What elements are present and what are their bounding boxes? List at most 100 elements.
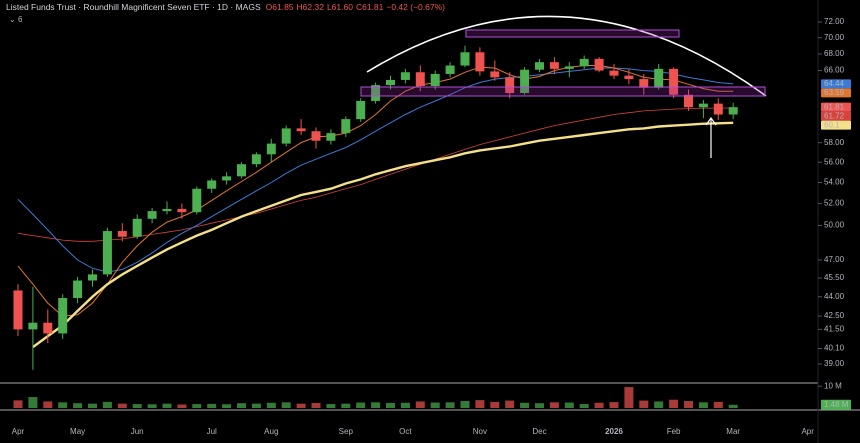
y-tick-label: 66.00 bbox=[824, 66, 845, 75]
y-tick-label: 39.00 bbox=[824, 359, 845, 368]
volume-bar bbox=[326, 404, 336, 408]
candle-body bbox=[162, 208, 172, 212]
volume-bar bbox=[222, 404, 232, 408]
volume-bar bbox=[639, 400, 649, 408]
y-tick-label: 41.50 bbox=[824, 324, 845, 333]
candle-body bbox=[549, 62, 559, 69]
volume-bar bbox=[251, 403, 261, 408]
candle-body bbox=[728, 107, 738, 115]
volume-bar bbox=[564, 402, 574, 408]
candle-body bbox=[400, 72, 410, 80]
candle-body bbox=[222, 176, 232, 181]
y-tick-label: 68.00 bbox=[824, 49, 845, 58]
candle-body bbox=[535, 62, 544, 70]
candle-body bbox=[445, 65, 455, 74]
candle-body bbox=[326, 133, 336, 141]
x-tick-label: Jun bbox=[131, 427, 144, 436]
indicator-toggle[interactable]: ⌄ 6 bbox=[9, 15, 23, 24]
support-zone bbox=[360, 86, 766, 97]
price-marker bbox=[821, 102, 851, 112]
y-tick-label: 42.50 bbox=[824, 311, 845, 320]
header: Listed Funds Trust · Roundhill Magnifice… bbox=[6, 2, 445, 12]
candle-body bbox=[624, 75, 634, 80]
volume-bar bbox=[371, 402, 381, 408]
x-tick-label: May bbox=[70, 427, 85, 436]
price-marker-label: 61.81 bbox=[824, 102, 845, 111]
header-high: H62.32 bbox=[297, 2, 325, 12]
volume-bar bbox=[132, 404, 142, 408]
candle-body bbox=[132, 218, 142, 237]
candle-body bbox=[564, 66, 574, 69]
volume-bar bbox=[311, 402, 321, 408]
volume-bar bbox=[356, 402, 366, 408]
price-marker bbox=[821, 79, 851, 89]
volume-bar bbox=[102, 401, 112, 408]
header-title: Listed Funds Trust · Roundhill Magnifice… bbox=[6, 2, 261, 12]
x-tick-label: Aug bbox=[264, 427, 278, 436]
candle-body bbox=[386, 79, 395, 86]
volume-bar bbox=[713, 401, 723, 408]
y-tick-label: 54.00 bbox=[824, 178, 845, 187]
volume-bar bbox=[698, 402, 708, 408]
y-tick-label: 56.00 bbox=[824, 157, 845, 166]
candle-body bbox=[475, 52, 485, 72]
candle-body bbox=[579, 58, 589, 67]
volume-bar bbox=[624, 387, 634, 408]
volume-bar bbox=[400, 402, 410, 408]
candle-body bbox=[594, 58, 604, 71]
x-tick-label: Dec bbox=[532, 427, 546, 436]
candle-body bbox=[669, 68, 679, 95]
volume-bar bbox=[579, 404, 589, 408]
indicator-count[interactable]: 6 bbox=[18, 15, 23, 24]
resistance-zone bbox=[465, 29, 680, 38]
price-marker-label: 64.44 bbox=[824, 79, 845, 88]
volume-bar bbox=[475, 400, 485, 408]
y-tick-label: 58.00 bbox=[824, 138, 845, 147]
volume-bar bbox=[594, 402, 604, 408]
y-tick-label: 44.00 bbox=[824, 292, 845, 301]
volume-bar bbox=[654, 401, 664, 408]
volume-bar bbox=[296, 403, 306, 408]
volume-bar bbox=[669, 399, 679, 408]
volume-bar bbox=[162, 403, 172, 408]
x-tick-label: Feb bbox=[667, 427, 681, 436]
volume-bar bbox=[490, 401, 500, 408]
volume-bar bbox=[28, 397, 38, 408]
header-change: −0.42 (−0.67%) bbox=[386, 2, 445, 12]
volume-bar bbox=[684, 401, 693, 408]
x-tick-label: Apr bbox=[801, 427, 814, 436]
candle-body bbox=[684, 94, 693, 108]
candle-body bbox=[520, 69, 530, 93]
price-marker-label: 60.1 bbox=[824, 120, 840, 129]
candle-body bbox=[73, 280, 83, 299]
volume-marker-label: 1.48 M bbox=[824, 400, 849, 409]
header-close: C61.81 bbox=[356, 2, 384, 12]
candle-body bbox=[207, 180, 217, 189]
volume-bar bbox=[207, 403, 217, 408]
volume-bar bbox=[728, 404, 738, 408]
candle-body bbox=[311, 131, 321, 141]
candle-body bbox=[609, 70, 619, 76]
candle-body bbox=[117, 231, 127, 237]
volume-bar bbox=[117, 403, 127, 408]
price-marker bbox=[821, 120, 851, 130]
volume-bar bbox=[445, 402, 455, 408]
candle-body bbox=[698, 103, 708, 108]
volume-bar bbox=[415, 401, 425, 408]
candle-body bbox=[28, 322, 38, 330]
candle-body bbox=[296, 128, 306, 132]
volume-bar bbox=[88, 403, 97, 408]
header-low: L61.60 bbox=[327, 2, 353, 12]
candle-body bbox=[251, 154, 261, 165]
volume-bar bbox=[386, 402, 395, 408]
arc-drawing bbox=[366, 15, 767, 97]
volume-bar bbox=[192, 404, 202, 408]
price-marker bbox=[821, 88, 851, 98]
x-tick-label: Oct bbox=[399, 427, 412, 436]
price-marker-label: 63.59 bbox=[824, 88, 845, 97]
candle-body bbox=[460, 52, 470, 66]
candle-body bbox=[192, 188, 202, 213]
candle-body bbox=[13, 290, 23, 330]
